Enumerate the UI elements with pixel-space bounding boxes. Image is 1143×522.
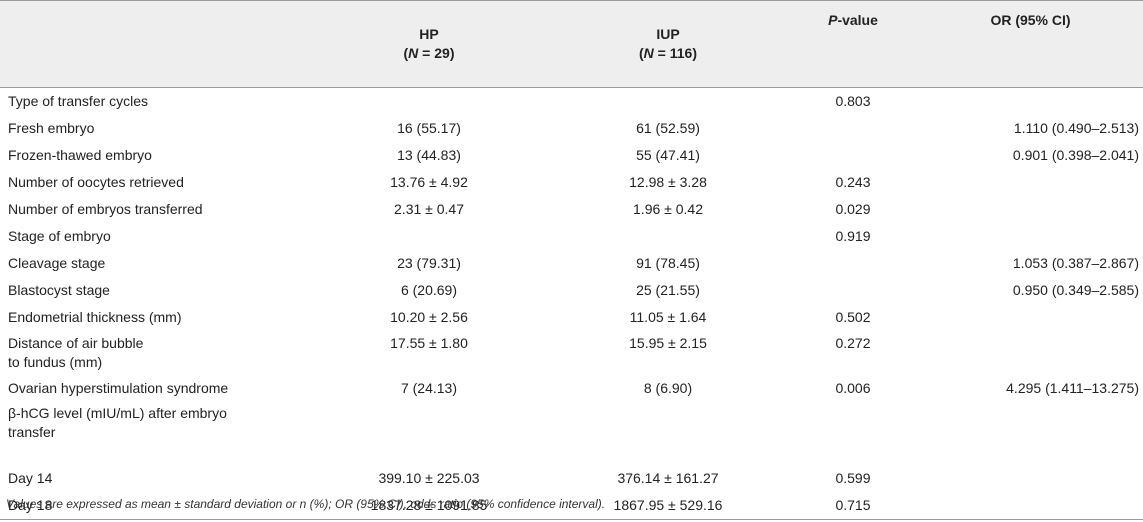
row-label: Cleavage stage xyxy=(8,255,106,271)
row-label: Fresh embryo xyxy=(8,120,95,136)
iup-value: 55 (47.41) xyxy=(636,147,700,163)
hp-value xyxy=(310,88,548,116)
or-value xyxy=(918,402,1143,465)
table-row: β-hCG level (mIU/mL) after embryo transf… xyxy=(0,402,1143,465)
p-value: 0.599 xyxy=(835,470,871,486)
table-row: Fresh embryo 16 (55.17) 61 (52.59) 1.110… xyxy=(0,115,1143,142)
hp-value: 7 (24.13) xyxy=(400,380,458,396)
row-label: Type of transfer cycles xyxy=(8,93,149,109)
table-row: Number of oocytes retrieved 13.76 ± 4.92… xyxy=(0,169,1143,196)
or-value: 0.950 (0.349–2.585) xyxy=(1012,282,1139,298)
or-value xyxy=(918,492,1143,520)
hp-value: 2.31 ± 0.47 xyxy=(394,201,464,217)
hp-value: 13.76 ± 4.92 xyxy=(390,174,468,190)
table-row: Type of transfer cycles 0.803 xyxy=(0,88,1143,116)
iup-value: 91 (78.45) xyxy=(636,255,700,271)
or-value: 0.901 (0.398–2.041) xyxy=(1012,147,1139,163)
iup-value: 12.98 ± 3.28 xyxy=(629,174,707,190)
iup-value xyxy=(548,223,788,250)
p-value xyxy=(788,142,918,169)
p-value: 0.919 xyxy=(835,228,871,244)
or-value: 1.053 (0.387–2.867) xyxy=(1012,255,1139,271)
or-value xyxy=(918,223,1143,250)
iup-value: 1.96 ± 0.42 xyxy=(633,201,703,217)
hp-value: 13 (44.83) xyxy=(397,147,461,163)
hp-value: 1837.28 ± 1091.85 xyxy=(310,492,548,520)
table-row: Distance of air bubble to fundus (mm) 17… xyxy=(0,331,1143,375)
hp-value: 17.55 ± 1.80 xyxy=(390,335,468,351)
hp-value xyxy=(310,223,548,250)
or-value xyxy=(918,88,1143,116)
iup-value: 376.14 ± 161.27 xyxy=(617,470,719,486)
row-label: Distance of air bubble to fundus (mm) xyxy=(8,335,144,370)
iup-value: 15.95 ± 2.15 xyxy=(629,335,707,351)
p-value: 0.029 xyxy=(835,201,871,217)
or-value xyxy=(918,169,1143,196)
row-label: Stage of embryo xyxy=(8,228,111,244)
hp-value: 16 (55.17) xyxy=(397,120,461,136)
table-row: Day 14 399.10 ± 225.03 376.14 ± 161.27 0… xyxy=(0,465,1143,492)
row-label: Endometrial thickness (mm) xyxy=(8,309,182,325)
table-row: Frozen-thawed embryo 13 (44.83) 55 (47.4… xyxy=(0,142,1143,169)
header-p-value: P-value xyxy=(788,0,918,88)
p-value xyxy=(788,115,918,142)
row-label: Number of embryos transferred xyxy=(8,201,203,217)
iup-value: 25 (21.55) xyxy=(636,282,700,298)
row-label: Day 14 xyxy=(8,470,53,486)
table-header-row: HP (N = 29) IUP (N = 116) P-value OR (95… xyxy=(0,0,1143,88)
row-label: Blastocyst stage xyxy=(8,282,110,298)
hp-value xyxy=(310,402,548,465)
p-value: 0.502 xyxy=(835,309,871,325)
table-row: Stage of embryo 0.919 xyxy=(0,223,1143,250)
table-row: Day 18 1837.28 ± 1091.85 1867.95 ± 529.1… xyxy=(0,492,1143,520)
or-value: 4.295 (1.411–13.275) xyxy=(1006,380,1139,396)
iup-value: 1867.95 ± 529.16 xyxy=(548,492,788,520)
header-or: OR (95% CI) xyxy=(918,0,1143,88)
p-value: 0.715 xyxy=(788,492,918,520)
row-label: Frozen-thawed embryo xyxy=(8,147,152,163)
iup-value: 61 (52.59) xyxy=(636,120,700,136)
p-value: 0.803 xyxy=(835,93,871,109)
table-row: Ovarian hyperstimulation syndrome 7 (24.… xyxy=(0,375,1143,402)
table-row: Blastocyst stage 6 (20.69) 25 (21.55) 0.… xyxy=(0,277,1143,304)
table-row: Cleavage stage 23 (79.31) 91 (78.45) 1.0… xyxy=(0,250,1143,277)
or-value xyxy=(918,465,1143,492)
header-iup: IUP (N = 116) xyxy=(548,0,788,88)
table-row: Number of embryos transferred 2.31 ± 0.4… xyxy=(0,196,1143,223)
table-row: Endometrial thickness (mm) 10.20 ± 2.56 … xyxy=(0,304,1143,331)
or-value: 1.110 (0.490–2.513) xyxy=(1013,120,1139,136)
p-value xyxy=(788,402,918,465)
row-label: β-hCG level (mIU/mL) after embryo transf… xyxy=(8,405,227,440)
row-label: Number of oocytes retrieved xyxy=(8,174,184,190)
iup-value xyxy=(548,88,788,116)
row-label: Ovarian hyperstimulation syndrome xyxy=(8,380,229,396)
header-hp: HP (N = 29) xyxy=(310,0,548,88)
iup-value xyxy=(548,402,788,465)
row-label: Day 18 xyxy=(0,492,310,520)
p-value: 0.272 xyxy=(835,335,871,351)
hp-value: 399.10 ± 225.03 xyxy=(378,470,480,486)
or-value xyxy=(918,196,1143,223)
iup-value: 8 (6.90) xyxy=(643,380,693,396)
p-value: 0.243 xyxy=(835,174,871,190)
iup-value: 11.05 ± 1.64 xyxy=(629,309,707,325)
or-value xyxy=(918,331,1143,375)
or-value xyxy=(918,304,1143,331)
p-value xyxy=(788,250,918,277)
hp-value: 10.20 ± 2.56 xyxy=(390,309,468,325)
hp-value: 6 (20.69) xyxy=(400,282,458,298)
hp-value: 23 (79.31) xyxy=(397,255,461,271)
table-footnote: Values are expressed as mean ± standard … xyxy=(6,497,606,511)
p-value xyxy=(788,277,918,304)
header-variable xyxy=(0,0,310,88)
p-value: 0.006 xyxy=(835,380,871,396)
